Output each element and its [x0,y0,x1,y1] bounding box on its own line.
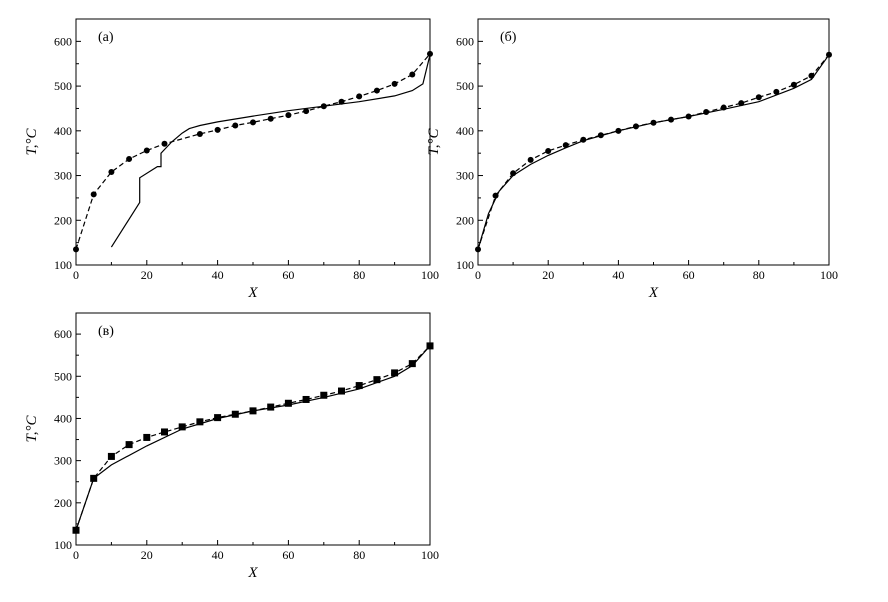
data-point-marker [161,428,168,436]
data-point-marker [73,246,79,253]
data-point-marker [125,441,133,449]
x-axis-label: X [247,285,258,301]
x-tick-label: 20 [141,548,153,562]
y-tick-label: 500 [54,79,72,93]
panel-v: 0 20 40 60 80 100 100 200 300 400 500 600 X T,°C (в) [24,312,439,581]
y-tick-label: 200 [54,496,72,510]
panel-label: (б) [500,30,517,45]
solid-series-line [477,54,830,250]
data-point-marker [126,155,133,162]
solid-series-line [75,345,431,531]
data-point-marker [302,395,310,403]
y-tick-label: 500 [54,369,72,383]
data-point-marker [285,112,292,119]
x-tick-label: 80 [353,268,365,282]
x-axis-label: X [648,285,659,301]
y-tick-label: 200 [456,213,474,227]
y-tick-label: 500 [456,79,474,93]
y-tick-label: 200 [54,213,72,227]
data-point-marker [196,418,204,426]
data-point-marker [373,87,380,94]
plot-frame [75,312,431,546]
x-tick-label: 80 [753,268,765,282]
data-point-marker [143,433,151,441]
data-point-marker [214,414,222,422]
data-point-marker [178,423,186,431]
x-tick-label: 100 [421,548,439,562]
data-point-marker [72,526,80,534]
dashed-series-line [75,53,431,250]
y-tick-label: 600 [456,34,474,48]
data-point-marker [427,50,433,57]
panel-label: (в) [98,324,114,339]
x-tick-label: 60 [282,268,294,282]
y-tick-label: 600 [54,327,72,341]
data-point-marker [409,71,416,78]
y-tick-label: 400 [456,124,474,138]
x-tick-label: 100 [421,268,439,282]
data-point-marker [790,81,797,88]
x-tick-label: 60 [683,268,695,282]
data-point-marker [232,122,239,129]
y-tick-label: 100 [54,538,72,552]
data-point-marker [108,168,115,175]
x-tick-label: 0 [475,268,481,282]
x-tick-label: 80 [353,548,365,562]
panel-b: 0 20 40 60 80 100 100 200 300 400 500 600 X T,°C (б) [426,18,838,301]
data-point-marker [196,130,203,137]
x-tick-label: 40 [212,548,224,562]
data-point-marker [373,376,381,384]
data-point-marker [267,403,275,411]
plot-frame [75,18,431,266]
data-point-marker [773,88,780,95]
data-point-marker [90,191,97,198]
y-tick-label: 100 [456,258,474,272]
data-point-marker [755,94,762,101]
plot-frame [477,18,830,266]
data-point-marker [107,452,115,460]
y-tick-label: 600 [54,34,72,48]
x-tick-label: 60 [282,548,294,562]
data-point-marker [143,147,150,154]
panel-a: 0 20 40 60 80 100 100 200 300 400 500 600 X T,°C (а) [24,18,439,301]
data-point-marker [320,391,328,399]
y-axis-label: T,°C [24,128,40,156]
data-point-marker [214,126,221,133]
y-tick-label: 100 [54,258,72,272]
y-axis-label: T,°C [24,415,40,443]
data-point-marker [338,387,345,395]
data-point-marker [267,115,274,122]
x-axis-label: X [247,565,258,581]
y-tick-label: 400 [54,411,72,425]
solid-series-line [110,54,431,248]
x-tick-label: 0 [73,268,79,282]
data-point-marker [161,140,168,147]
dashed-series-line [75,345,431,531]
data-point-marker [527,156,534,163]
x-tick-label: 100 [820,268,838,282]
y-axis-label: T,°C [426,128,442,156]
data-point-marker [250,119,256,126]
data-point-marker [475,246,481,253]
y-tick-label: 300 [54,454,72,468]
data-point-marker [408,360,416,368]
data-point-marker [356,93,363,100]
panel-label: (а) [98,30,114,45]
x-tick-label: 20 [141,268,153,282]
y-tick-label: 300 [54,169,72,183]
data-point-marker [355,382,363,390]
dashed-series-line [477,54,830,250]
data-point-marker [391,80,398,87]
x-tick-label: 40 [612,268,624,282]
y-tick-label: 300 [456,169,474,183]
data-point-marker [284,399,292,407]
y-tick-label: 400 [54,124,72,138]
x-tick-label: 0 [73,548,79,562]
data-point-marker [391,369,399,377]
x-tick-label: 40 [212,268,224,282]
x-tick-label: 20 [542,268,554,282]
data-point-marker [545,147,552,154]
data-point-marker [303,108,310,115]
